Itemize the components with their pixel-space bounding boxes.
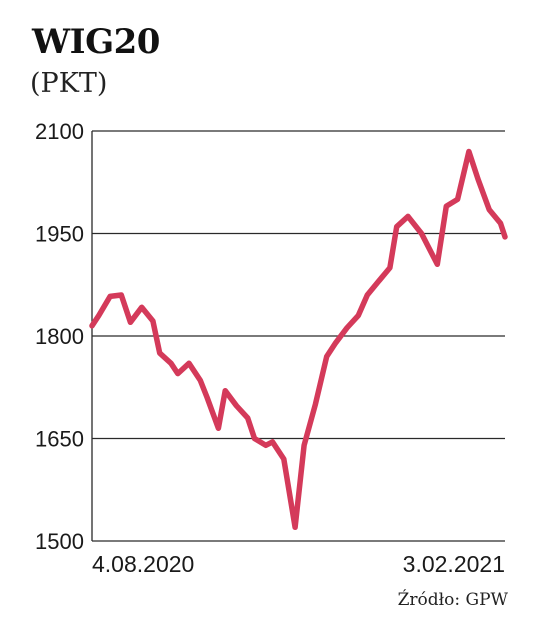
x-tick-label-end: 3.02.2021 bbox=[403, 551, 505, 577]
y-tick-label: 1800 bbox=[35, 324, 84, 349]
chart-title: WIG20 bbox=[32, 22, 160, 62]
series-line bbox=[89, 148, 508, 531]
x-axis-ticks: 4.08.2020 3.02.2021 bbox=[92, 551, 505, 577]
y-tick-label: 1650 bbox=[35, 427, 84, 452]
grid-lines bbox=[92, 130, 505, 542]
series-layer bbox=[89, 148, 508, 531]
y-tick-label: 1500 bbox=[35, 529, 84, 554]
x-tick-label-start: 4.08.2020 bbox=[92, 551, 194, 577]
chart-unit-label: (PKT) bbox=[30, 68, 108, 99]
y-axis-ticks: 2100 1950 1800 1650 1500 bbox=[35, 119, 84, 554]
y-tick-label: 1950 bbox=[35, 222, 84, 247]
source-note: Źródło: GPW bbox=[397, 590, 508, 610]
y-tick-label: 2100 bbox=[35, 119, 84, 144]
